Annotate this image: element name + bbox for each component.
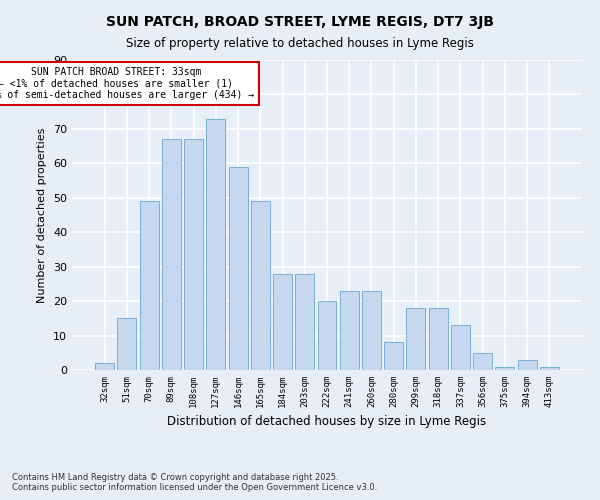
Y-axis label: Number of detached properties: Number of detached properties	[37, 128, 47, 302]
Bar	[340, 291, 359, 370]
Text: Size of property relative to detached houses in Lyme Regis: Size of property relative to detached ho…	[126, 38, 474, 51]
Text: SUN PATCH BROAD STREET: 33sqm
← <1% of detached houses are smaller (1)
>99% of s: SUN PATCH BROAD STREET: 33sqm ← <1% of d…	[0, 67, 254, 100]
X-axis label: Distribution of detached houses by size in Lyme Regis: Distribution of detached houses by size …	[167, 416, 487, 428]
Bar	[496, 366, 514, 370]
Text: Contains HM Land Registry data © Crown copyright and database right 2025.
Contai: Contains HM Land Registry data © Crown c…	[12, 473, 377, 492]
Bar	[251, 201, 270, 370]
Bar	[295, 274, 314, 370]
Text: SUN PATCH, BROAD STREET, LYME REGIS, DT7 3JB: SUN PATCH, BROAD STREET, LYME REGIS, DT7…	[106, 15, 494, 29]
Bar	[362, 291, 381, 370]
Bar	[118, 318, 136, 370]
Bar	[429, 308, 448, 370]
Bar	[206, 118, 225, 370]
Bar	[162, 139, 181, 370]
Bar	[540, 366, 559, 370]
Bar	[473, 353, 492, 370]
Bar	[406, 308, 425, 370]
Bar	[518, 360, 536, 370]
Bar	[451, 325, 470, 370]
Bar	[184, 139, 203, 370]
Bar	[140, 201, 158, 370]
Bar	[384, 342, 403, 370]
Bar	[95, 363, 114, 370]
Bar	[317, 301, 337, 370]
Bar	[229, 167, 248, 370]
Bar	[273, 274, 292, 370]
